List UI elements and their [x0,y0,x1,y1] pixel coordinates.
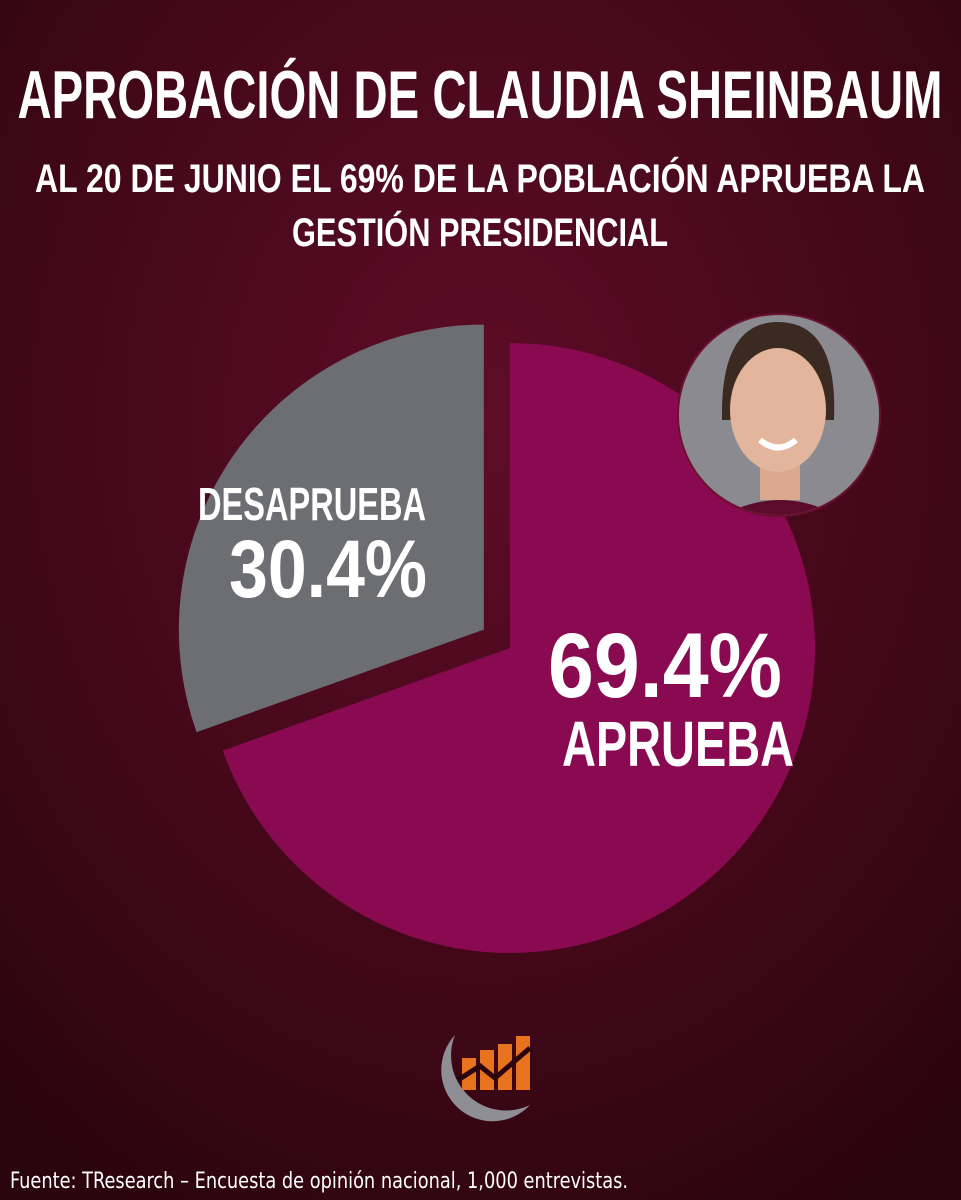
value-label: 30.4% [229,524,427,615]
pie-slice [178,324,484,733]
slice-label: DESAPRUEBA [198,478,426,530]
chart-subtitle: AL 20 DE JUNIO EL 69% DE LA POBLACIÓN AP… [35,155,925,201]
portrait [677,313,881,517]
pie: 69.4%APRUEBA 30.4%DESAPRUEBA [178,324,815,954]
value-label: 69.4% [548,615,782,717]
logo [441,1035,532,1122]
source-note: Fuente: TResearch – Encuesta de opinión … [10,1169,628,1194]
chart-subtitle: GESTIÓN PRESIDENCIAL [292,209,668,255]
pie-slice [222,343,815,954]
slice-label: APRUEBA [562,708,794,780]
chart-title: APROBACIÓN DE CLAUDIA SHEINBAUM [18,57,943,133]
